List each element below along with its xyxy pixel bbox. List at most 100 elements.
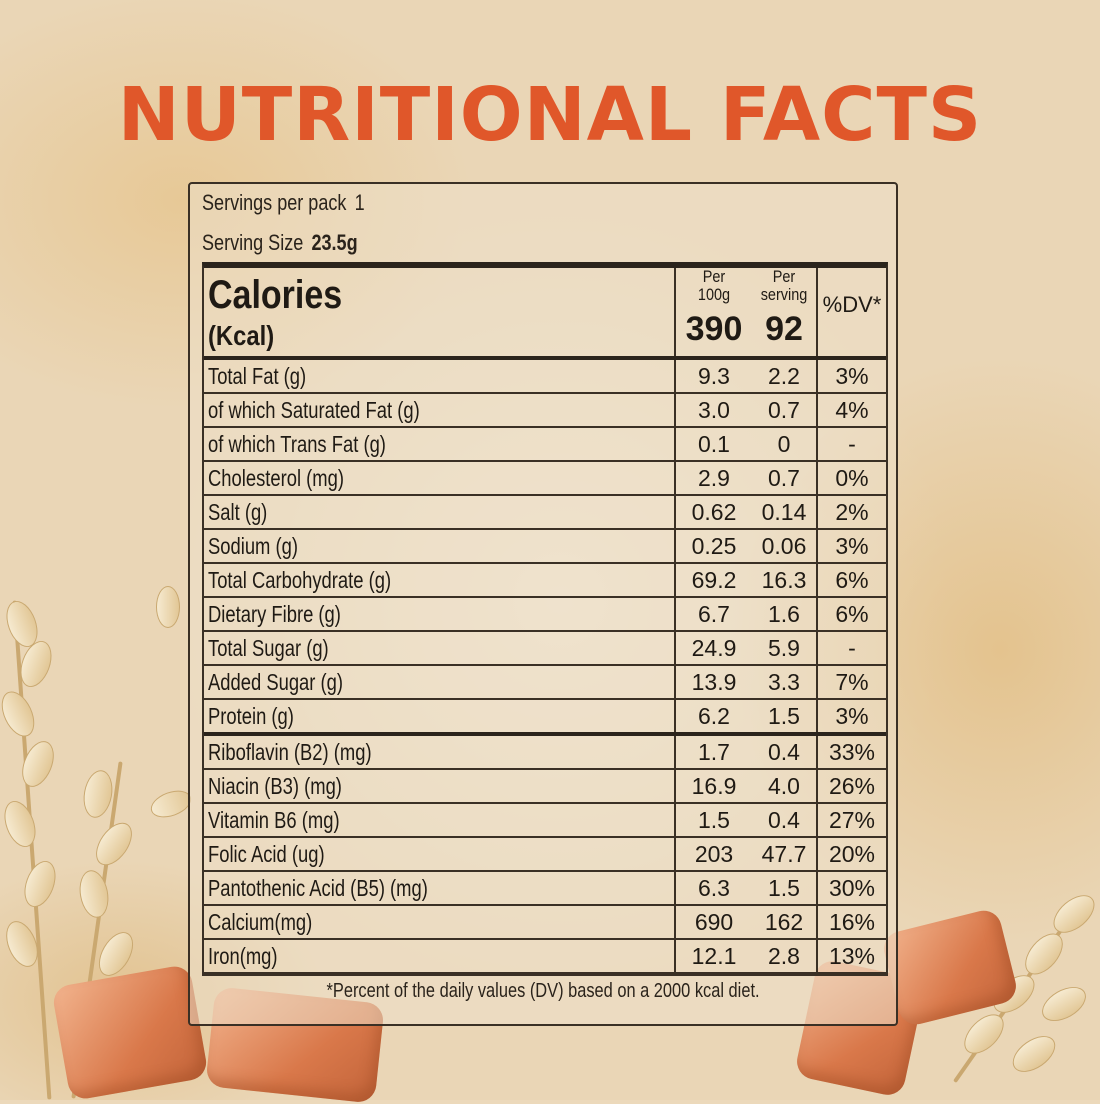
value-dv: 16% — [817, 905, 886, 940]
per-serving-label-top: Per — [772, 267, 796, 286]
value-per-serving: 1.5 — [752, 699, 818, 735]
value-per-100g-text: 16.9 — [691, 772, 737, 799]
nutrient-name-text: Added Sugar (g) — [208, 668, 344, 695]
nutrient-name-text: Vitamin B6 (mg) — [208, 806, 340, 833]
nutrient-name-text: Total Sugar (g) — [208, 634, 329, 661]
table-row: Niacin (B3) (mg) 16.9 4.0 26% — [204, 769, 886, 804]
value-per-serving-text: 47.7 — [761, 840, 807, 867]
value-dv: 0% — [817, 461, 886, 496]
table-row: Calcium(mg) 690 162 16% — [204, 905, 886, 940]
value-dv-text: - — [848, 634, 856, 661]
value-per-serving: 0.14 — [752, 495, 818, 530]
value-per-serving-text: 4.0 — [768, 772, 800, 799]
table-row: Protein (g) 6.2 1.5 3% — [204, 699, 886, 735]
value-per-serving: 2.8 — [752, 939, 818, 974]
value-per-serving-text: 2.8 — [768, 942, 800, 969]
value-dv: 4% — [817, 393, 886, 428]
nutrient-name: Added Sugar (g) — [204, 665, 676, 700]
value-per-100g-text: 12.1 — [691, 942, 737, 969]
table-row: Salt (g) 0.62 0.14 2% — [204, 495, 886, 530]
value-per-100g-text: 690 — [694, 908, 734, 935]
footnote: *Percent of the daily values (DV) based … — [190, 980, 896, 1003]
nutrient-name: Vitamin B6 (mg) — [204, 803, 676, 838]
value-per-serving: 1.6 — [752, 597, 818, 632]
per-100g-label-top: Per — [702, 267, 726, 286]
value-per-100g-text: 6.3 — [698, 874, 730, 901]
value-dv: 7% — [817, 665, 886, 700]
table-row: Iron(mg) 12.1 2.8 13% — [204, 939, 886, 974]
nutrient-name: Pantothenic Acid (B5) (mg) — [204, 871, 676, 906]
value-per-serving-text: 0.7 — [768, 396, 800, 423]
value-per-100g-text: 0.1 — [698, 430, 730, 457]
dv-label: %DV* — [822, 292, 882, 317]
servings-per-pack: Servings per pack 1 — [202, 190, 365, 216]
nutrient-name-text: Total Carbohydrate (g) — [208, 566, 392, 593]
per-serving-header: Per serving 92 — [752, 267, 818, 360]
value-dv: 6% — [817, 563, 886, 598]
value-dv: 6% — [817, 597, 886, 632]
nutrient-name-text: Pantothenic Acid (B5) (mg) — [208, 874, 428, 901]
value-per-serving-text: 0.4 — [768, 738, 800, 765]
nutrient-name: Total Fat (g) — [204, 358, 676, 394]
nutrient-name-text: Folic Acid (ug) — [208, 840, 325, 867]
table-row: Total Fat (g) 9.3 2.2 3% — [204, 358, 886, 394]
calories-per-100g: 390 — [685, 310, 743, 348]
value-dv: - — [817, 631, 886, 666]
nutrient-name: Cholesterol (mg) — [204, 461, 676, 496]
value-per-100g-text: 203 — [694, 840, 734, 867]
value-dv-text: 3% — [835, 532, 869, 559]
per-serving-label-bottom: serving — [760, 285, 808, 304]
nutrient-name: Total Sugar (g) — [204, 631, 676, 666]
value-per-serving: 2.2 — [752, 358, 818, 394]
value-per-100g-text: 3.0 — [698, 396, 730, 423]
value-dv-text: 4% — [835, 396, 869, 423]
value-dv: 26% — [817, 769, 886, 804]
value-per-serving-text: 1.5 — [768, 702, 800, 729]
value-per-100g-text: 0.62 — [691, 498, 737, 525]
value-dv: 3% — [817, 358, 886, 394]
table-row: Vitamin B6 (mg) 1.5 0.4 27% — [204, 803, 886, 838]
value-per-serving-text: 0 — [777, 430, 791, 457]
value-per-100g: 24.9 — [675, 631, 752, 666]
value-per-serving: 0.7 — [752, 393, 818, 428]
value-dv-text: 16% — [828, 908, 876, 935]
table-row: of which Saturated Fat (g) 3.0 0.7 4% — [204, 393, 886, 428]
nutrient-name: Iron(mg) — [204, 939, 676, 974]
value-per-100g: 1.5 — [675, 803, 752, 838]
value-per-100g-text: 24.9 — [691, 634, 737, 661]
value-per-100g-text: 9.3 — [698, 362, 730, 389]
value-dv-text: - — [848, 430, 856, 457]
nutrient-name-text: Niacin (B3) (mg) — [208, 772, 342, 799]
nutrient-name: Protein (g) — [204, 699, 676, 735]
kcal-label: (Kcal) — [208, 320, 275, 351]
serving-size-label: Serving Size — [202, 230, 304, 255]
footnote-text: *Percent of the daily values (DV) based … — [326, 980, 760, 1002]
value-dv: 3% — [817, 529, 886, 564]
value-dv: - — [817, 427, 886, 462]
value-per-serving-text: 2.2 — [768, 362, 800, 389]
value-dv-text: 26% — [828, 772, 876, 799]
value-per-serving: 5.9 — [752, 631, 818, 666]
value-per-serving: 0.4 — [752, 803, 818, 838]
calories-header: Calories (Kcal) — [204, 268, 676, 360]
value-per-100g: 6.7 — [675, 597, 752, 632]
value-per-serving-text: 3.3 — [768, 668, 800, 695]
value-per-100g-text: 1.7 — [698, 738, 730, 765]
value-dv-text: 2% — [835, 498, 869, 525]
table-row: Total Carbohydrate (g) 69.2 16.3 6% — [204, 563, 886, 598]
value-dv-text: 6% — [835, 566, 869, 593]
value-per-serving: 1.5 — [752, 871, 818, 906]
value-per-100g: 203 — [675, 837, 752, 872]
calories-per-serving: 92 — [765, 310, 803, 348]
value-per-serving-text: 162 — [764, 908, 804, 935]
value-dv: 2% — [817, 495, 886, 530]
table-row: Pantothenic Acid (B5) (mg) 6.3 1.5 30% — [204, 871, 886, 906]
servings-per-pack-label: Servings per pack — [202, 190, 347, 215]
value-per-100g: 0.1 — [675, 427, 752, 462]
value-per-100g: 6.3 — [675, 871, 752, 906]
value-dv-text: 27% — [828, 806, 876, 833]
table-row: Total Sugar (g) 24.9 5.9 - — [204, 631, 886, 666]
nutrient-name-text: Sodium (g) — [208, 532, 298, 559]
value-dv-text: 20% — [828, 840, 876, 867]
nutrition-table: Calories (Kcal) Per 100g 390 Per serving… — [202, 262, 888, 976]
